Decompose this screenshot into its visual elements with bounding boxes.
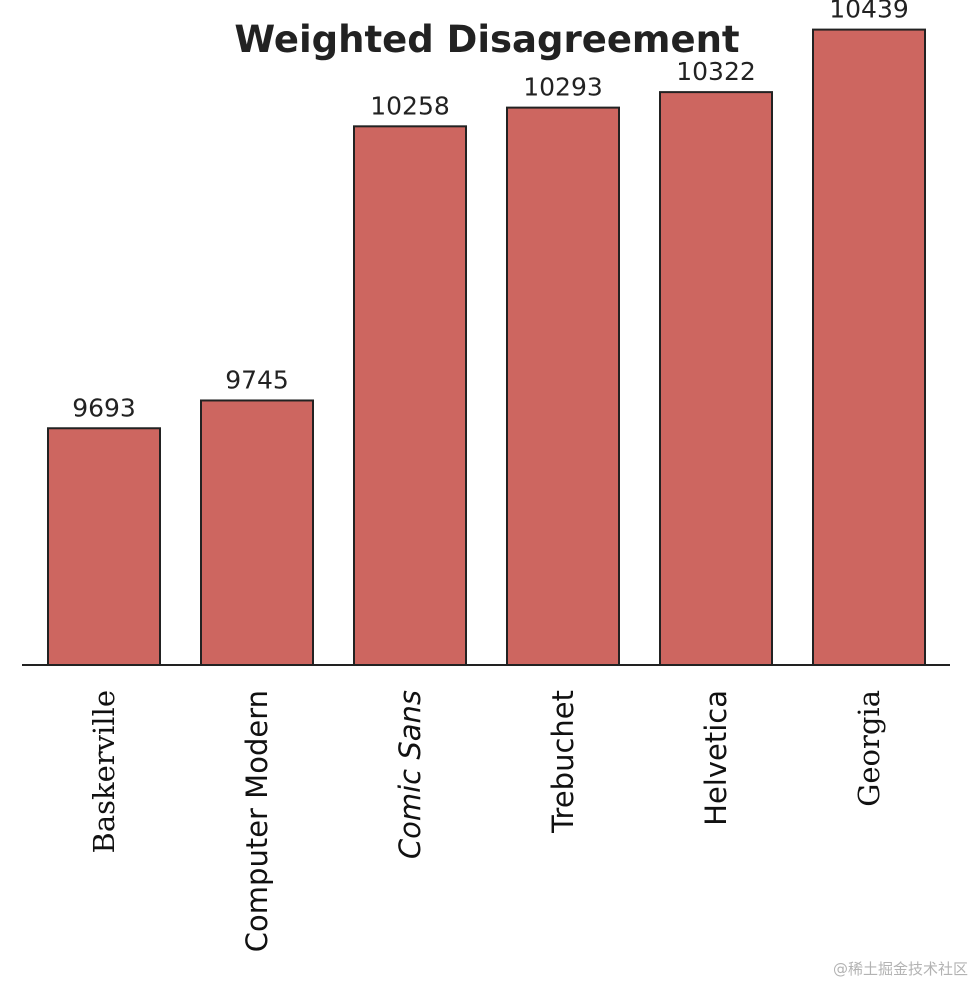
x-tick-label: Georgia — [852, 690, 886, 807]
value-labels-group: 9693 9745 10258 10293 10322 10439 — [72, 0, 909, 422]
bar-georgia — [812, 28, 926, 667]
bar-trebuchet — [506, 106, 620, 667]
x-tick-labels-group: Baskerville Computer Modern Comic Sans Treb… — [87, 690, 886, 952]
bar-baskerville — [47, 427, 161, 666]
bar-helvetica — [659, 91, 773, 666]
bars-group — [47, 28, 926, 667]
x-tick-label: Trebuchet — [546, 690, 580, 834]
value-label: 10293 — [523, 73, 603, 102]
value-label: 9745 — [225, 365, 289, 394]
value-label: 10258 — [370, 91, 450, 120]
value-label: 10322 — [676, 57, 756, 86]
bar-computer-modern — [200, 399, 314, 666]
watermark: @稀土掘金技术社区 — [832, 960, 968, 978]
value-label: 9693 — [72, 393, 136, 422]
x-tick-label: Helvetica — [699, 690, 733, 826]
bar-comic-sans — [353, 125, 467, 666]
x-tick-label: Computer Modern — [240, 690, 274, 952]
x-tick-label: Baskerville — [87, 690, 121, 853]
chart-title: Weighted Disagreement — [234, 18, 739, 61]
value-label: 10439 — [829, 0, 909, 24]
x-tick-label: Comic Sans — [393, 690, 427, 859]
